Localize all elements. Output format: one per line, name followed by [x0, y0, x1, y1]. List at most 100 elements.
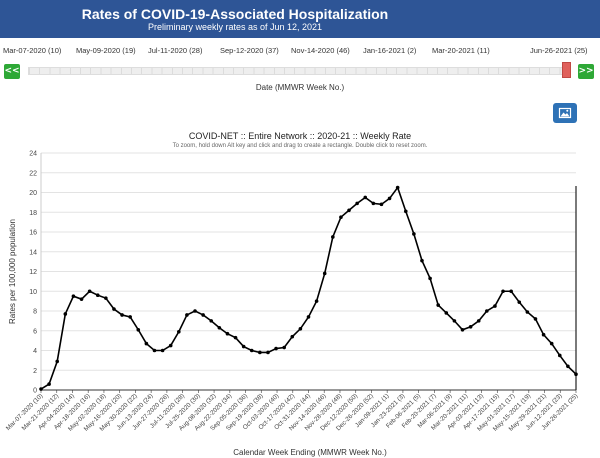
- data-point[interactable]: [493, 304, 497, 308]
- data-point[interactable]: [241, 344, 246, 349]
- image-icon: [558, 107, 572, 119]
- data-point[interactable]: [509, 289, 513, 294]
- data-point[interactable]: [160, 348, 165, 353]
- data-point[interactable]: [363, 195, 368, 200]
- slider-date-label: Sep-12-2020 (37): [220, 46, 279, 55]
- data-point[interactable]: [274, 346, 278, 351]
- data-point[interactable]: [412, 232, 416, 236]
- page-title: Rates of COVID-19-Associated Hospitaliza…: [81, 6, 389, 22]
- slider-date-labels: Mar-07-2020 (10) May-09-2020 (19) Jul-11…: [0, 46, 600, 58]
- chart-title: COVID-NET :: Entire Network :: 2020-21 :…: [188, 131, 412, 141]
- y-tick-label: 8: [33, 309, 37, 316]
- download-image-button[interactable]: [553, 103, 577, 123]
- y-axis-title: Rates per 100,000 population: [8, 219, 17, 324]
- data-point[interactable]: [168, 343, 173, 348]
- data-point[interactable]: [517, 300, 522, 304]
- y-tick-label: 10: [29, 289, 37, 296]
- data-point[interactable]: [95, 293, 100, 298]
- y-tick-label: 2: [33, 368, 37, 375]
- data-point[interactable]: [403, 209, 408, 214]
- data-point[interactable]: [525, 310, 530, 314]
- data-point[interactable]: [225, 331, 230, 336]
- data-point[interactable]: [71, 294, 76, 298]
- data-point[interactable]: [395, 185, 400, 190]
- data-point[interactable]: [468, 325, 473, 329]
- data-point[interactable]: [574, 372, 578, 377]
- page-header: Rates of COVID-19-Associated Hospitaliza…: [0, 0, 600, 38]
- data-point[interactable]: [460, 327, 465, 332]
- x-axis-title: Calendar Week Ending (MMWR Week No.): [233, 448, 387, 457]
- data-point[interactable]: [87, 289, 92, 294]
- slider-prev-button[interactable]: <<: [4, 64, 20, 79]
- data-point[interactable]: [444, 311, 449, 315]
- data-point[interactable]: [144, 341, 149, 346]
- y-tick-label: 4: [33, 348, 37, 355]
- data-point[interactable]: [322, 271, 327, 276]
- data-point[interactable]: [120, 313, 124, 317]
- data-point[interactable]: [290, 334, 295, 339]
- data-point[interactable]: [331, 235, 335, 239]
- data-point[interactable]: [541, 332, 546, 337]
- data-point[interactable]: [501, 289, 505, 294]
- data-point[interactable]: [549, 341, 554, 346]
- data-point[interactable]: [217, 325, 222, 330]
- data-point[interactable]: [112, 307, 116, 311]
- data-point[interactable]: [39, 387, 43, 391]
- chart-gridlines: [41, 152, 576, 391]
- data-point[interactable]: [55, 359, 60, 364]
- data-point[interactable]: [298, 326, 303, 331]
- data-point[interactable]: [128, 315, 132, 319]
- data-point[interactable]: [233, 335, 238, 340]
- data-point[interactable]: [314, 299, 319, 303]
- data-point[interactable]: [209, 319, 214, 323]
- data-point[interactable]: [136, 327, 141, 332]
- data-point[interactable]: [379, 202, 384, 207]
- data-point[interactable]: [566, 364, 570, 369]
- data-point[interactable]: [104, 296, 108, 300]
- data-point[interactable]: [476, 319, 481, 323]
- data-point[interactable]: [387, 196, 392, 201]
- data-point[interactable]: [339, 215, 343, 219]
- data-point[interactable]: [201, 313, 205, 317]
- data-point[interactable]: [177, 329, 181, 334]
- date-slider-handle[interactable]: [562, 62, 571, 78]
- data-point[interactable]: [193, 309, 197, 313]
- data-point[interactable]: [485, 309, 489, 313]
- data-point[interactable]: [452, 319, 457, 323]
- data-point[interactable]: [533, 317, 538, 321]
- data-point[interactable]: [436, 303, 440, 307]
- data-point[interactable]: [306, 315, 311, 319]
- slider-date-label: Jun-26-2021 (25): [530, 46, 588, 55]
- data-point[interactable]: [420, 258, 424, 263]
- series-points: [39, 185, 578, 391]
- y-tick-label: 22: [29, 170, 37, 177]
- data-point[interactable]: [47, 382, 51, 386]
- slider-next-button[interactable]: >>: [578, 64, 594, 79]
- data-point[interactable]: [185, 313, 189, 317]
- page-subtitle: Preliminary weekly rates as of Jun 12, 2…: [147, 22, 323, 32]
- slider-date-label: Mar-07-2020 (10): [3, 46, 62, 55]
- slider-tick-marks: [29, 68, 565, 74]
- data-point[interactable]: [282, 345, 286, 350]
- data-point[interactable]: [557, 353, 562, 358]
- data-point[interactable]: [355, 201, 359, 206]
- data-point[interactable]: [347, 208, 351, 213]
- chart-zoom-hint: To zoom, hold down Alt key and click and…: [172, 143, 428, 149]
- y-tick-label: 16: [29, 230, 37, 237]
- y-tick-label: 24: [29, 151, 37, 158]
- data-point[interactable]: [258, 350, 262, 355]
- data-point[interactable]: [79, 297, 84, 301]
- data-point[interactable]: [266, 350, 270, 355]
- data-point[interactable]: [152, 348, 157, 353]
- data-point[interactable]: [63, 312, 68, 316]
- data-point[interactable]: [428, 276, 432, 281]
- slider-date-label: Nov-14-2020 (46): [291, 46, 350, 55]
- data-point[interactable]: [249, 348, 254, 353]
- slider-date-label: Mar-20-2021 (11): [432, 46, 490, 55]
- data-point[interactable]: [371, 201, 376, 206]
- y-tick-label: 0: [33, 388, 37, 395]
- slider-axis-title: Date (MMWR Week No.): [255, 83, 345, 92]
- x-axis-tick-labels: Mar-07-2020 (10)Mar-21-2020 (12)Apr-04-2…: [5, 390, 579, 433]
